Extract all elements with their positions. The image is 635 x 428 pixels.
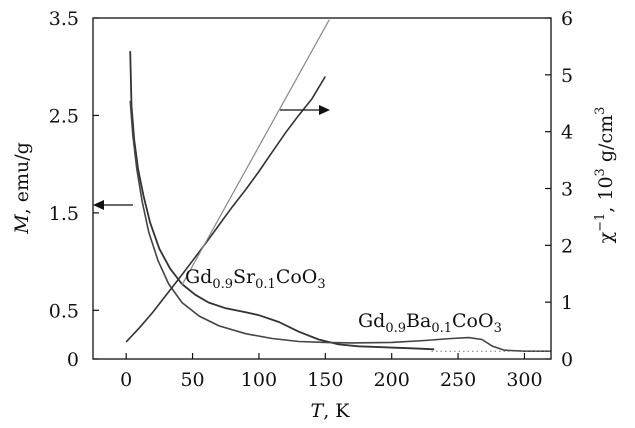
x-tick-label: 300 xyxy=(506,369,542,391)
arrow-left-axis xyxy=(93,200,133,210)
y-left-tick-label: 2.5 xyxy=(49,105,79,127)
y-right-tick-label: 6 xyxy=(561,8,573,30)
x-axis-label: T, K xyxy=(311,400,351,422)
x-tick-label: 250 xyxy=(440,369,476,391)
y-right-tick-label: 0 xyxy=(561,349,573,371)
series-magnetization-2 xyxy=(129,100,551,352)
series-linear-fit xyxy=(181,19,330,286)
y-left-tick-label: 0.5 xyxy=(49,300,79,322)
y-left-tick-label: 3.5 xyxy=(49,8,79,30)
annotation-gd-sr-coo3: Gd0.9Sr0.1CoO3 xyxy=(185,266,326,292)
series-magnetization-1 xyxy=(129,51,435,351)
annotation-gd-ba-coo3: Gd0.9Ba0.1CoO3 xyxy=(358,310,502,336)
y-right-tick-label: 4 xyxy=(561,122,573,144)
plot-lines xyxy=(125,19,551,352)
y-right-tick-label: 1 xyxy=(561,292,573,314)
y-right-axis-label: χ−1, 103 g/cm3 xyxy=(593,107,617,244)
y-right-tick-label: 5 xyxy=(561,65,573,87)
plot-frame xyxy=(92,17,552,360)
x-tick-label: 0 xyxy=(120,369,132,391)
y-left-axis-label: M, emu/g xyxy=(11,142,33,235)
y-left-tick-label: 0 xyxy=(67,349,79,371)
x-tick-label: 50 xyxy=(180,369,204,391)
y-right-ticks: 0 1 2 3 4 5 6 xyxy=(545,8,573,371)
series-inverse-susceptibility xyxy=(125,76,326,343)
y-left-tick-label: 1.5 xyxy=(49,203,79,225)
x-tick-label: 150 xyxy=(307,369,343,391)
y-right-tick-label: 2 xyxy=(561,235,573,257)
x-ticks: 0 50 100 150 200 250 300 xyxy=(120,353,543,391)
y-right-tick-label: 3 xyxy=(561,179,573,201)
x-tick-label: 100 xyxy=(241,369,277,391)
y-left-ticks: 0 0.5 1.5 2.5 3.5 xyxy=(49,8,99,371)
x-tick-label: 200 xyxy=(374,369,410,391)
arrow-right-axis xyxy=(280,105,330,115)
